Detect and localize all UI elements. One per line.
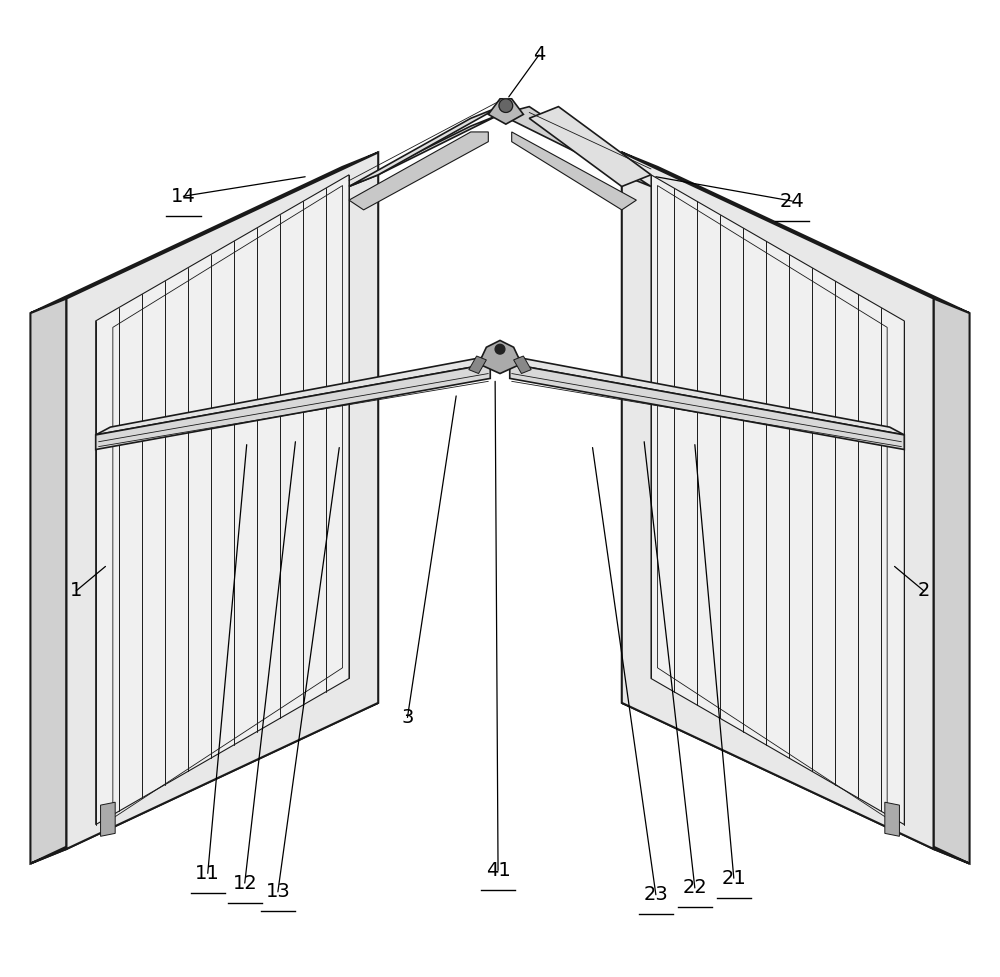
Polygon shape <box>96 363 490 449</box>
Polygon shape <box>66 152 378 849</box>
Polygon shape <box>622 702 970 864</box>
Polygon shape <box>529 106 651 187</box>
Text: 1: 1 <box>70 581 82 600</box>
Text: 11: 11 <box>195 864 220 883</box>
Polygon shape <box>469 356 486 373</box>
Polygon shape <box>622 152 970 314</box>
Text: 24: 24 <box>780 191 805 211</box>
Polygon shape <box>512 132 636 210</box>
Polygon shape <box>349 106 500 187</box>
Circle shape <box>499 99 513 112</box>
Text: 41: 41 <box>486 861 510 880</box>
Polygon shape <box>349 114 500 187</box>
Text: 22: 22 <box>682 878 707 898</box>
Polygon shape <box>30 299 66 864</box>
Circle shape <box>495 344 505 354</box>
Text: 23: 23 <box>644 885 668 905</box>
Text: 13: 13 <box>266 882 290 902</box>
Text: 21: 21 <box>721 869 746 888</box>
Polygon shape <box>514 356 531 373</box>
Text: 3: 3 <box>401 708 414 727</box>
Polygon shape <box>488 99 523 124</box>
Text: 2: 2 <box>918 581 930 600</box>
Polygon shape <box>500 106 651 187</box>
Polygon shape <box>479 340 521 373</box>
Polygon shape <box>349 132 488 210</box>
Text: 4: 4 <box>533 46 545 64</box>
Polygon shape <box>622 152 934 849</box>
Polygon shape <box>30 702 378 864</box>
Text: 14: 14 <box>171 187 196 206</box>
Polygon shape <box>651 175 904 825</box>
Polygon shape <box>96 175 349 825</box>
Polygon shape <box>500 354 904 435</box>
Text: 12: 12 <box>232 873 257 893</box>
Polygon shape <box>101 802 115 836</box>
Polygon shape <box>30 152 378 314</box>
Polygon shape <box>96 354 500 435</box>
Polygon shape <box>885 802 899 836</box>
Polygon shape <box>510 363 904 449</box>
Polygon shape <box>934 299 970 864</box>
